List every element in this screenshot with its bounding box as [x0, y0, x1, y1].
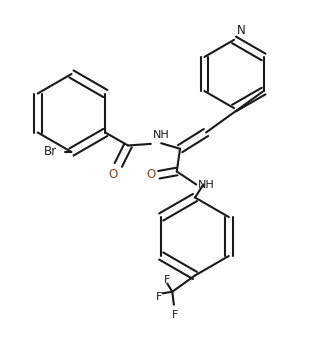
Text: Br: Br	[44, 145, 57, 158]
Text: NH: NH	[198, 179, 214, 189]
Text: F: F	[172, 310, 179, 320]
Text: NH: NH	[152, 130, 169, 140]
Text: N: N	[237, 24, 246, 37]
Text: O: O	[146, 168, 156, 181]
Text: F: F	[164, 275, 171, 285]
Text: O: O	[109, 168, 118, 181]
Text: F: F	[156, 292, 162, 301]
